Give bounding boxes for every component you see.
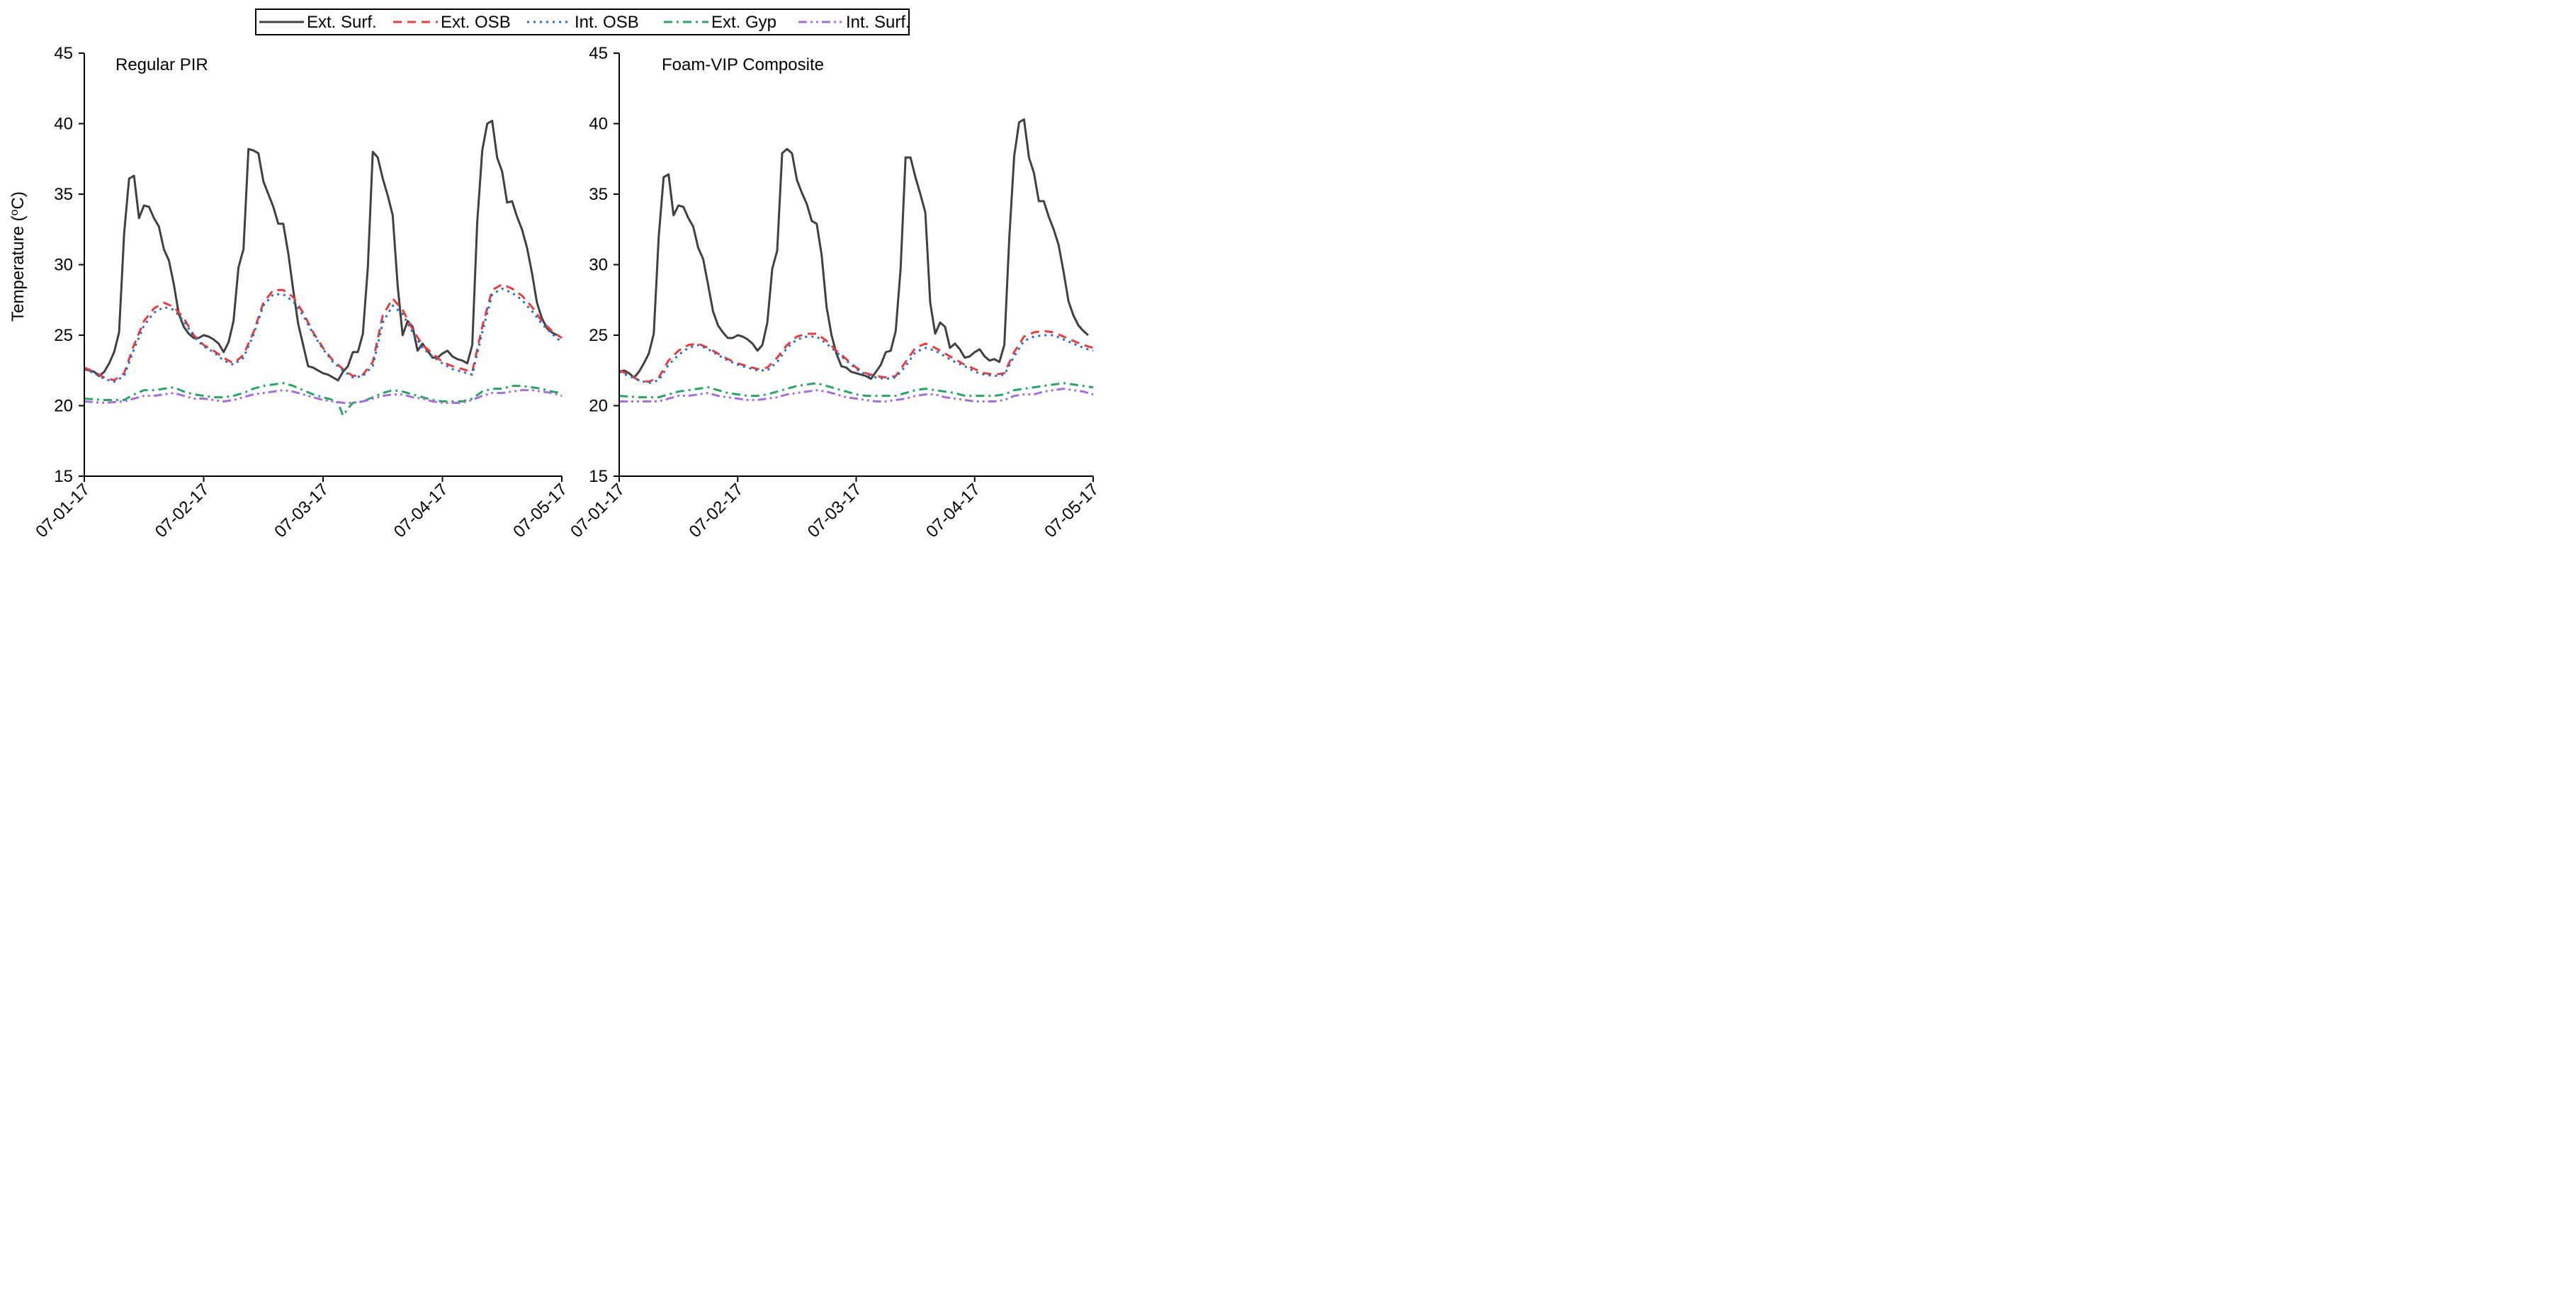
panel-title: Foam-VIP Composite <box>662 55 824 74</box>
series-line-int-osb <box>618 334 1094 385</box>
y-tick-label: 40 <box>589 115 608 134</box>
y-tick-label: 30 <box>54 256 73 275</box>
y-tick-label: 25 <box>54 326 73 345</box>
series-line-int-surf <box>84 389 563 404</box>
y-tick-label: 20 <box>54 397 73 416</box>
chart-background <box>0 0 1111 562</box>
series-line-ext-osb <box>84 283 563 382</box>
legend-label-ext-gyp: Ext. Gyp <box>711 13 776 32</box>
series-line-ext-surf <box>618 118 1089 381</box>
series-line-int-surf <box>619 388 1094 402</box>
legend-label-int-osb: Int. OSB <box>575 13 639 32</box>
y-tick-label: 25 <box>589 326 608 345</box>
y-tick-label: 15 <box>589 467 608 486</box>
legend-label-ext-osb: Ext. OSB <box>441 13 511 32</box>
series-line-int-osb <box>84 287 563 383</box>
chart-figure: Ext. Surf. Ext. OSB Int. OSB Ext. Gyp Int. S… <box>0 0 1111 562</box>
series-group <box>84 120 563 417</box>
series-line-ext-surf <box>84 120 558 382</box>
series-group <box>618 118 1094 402</box>
y-tick-label: 15 <box>54 467 73 486</box>
y-axis-title: Temperature (oC) <box>9 191 28 322</box>
legend-label-int-surf: Int. Surf. <box>846 13 910 32</box>
legend-label-ext-surf: Ext. Surf. <box>307 13 377 32</box>
legend: Ext. Surf. Ext. OSB Int. OSB Ext. Gyp Int. S… <box>255 9 910 35</box>
y-tick-label: 45 <box>589 44 608 63</box>
y-tick-label: 35 <box>589 185 608 204</box>
y-tick-label: 45 <box>54 44 73 63</box>
panel-title: Regular PIR <box>115 55 208 74</box>
y-tick-label: 20 <box>589 397 608 416</box>
y-tick-label: 30 <box>589 256 608 275</box>
y-tick-label: 35 <box>54 185 73 204</box>
series-line-ext-gyp <box>618 382 1094 399</box>
y-tick-label: 40 <box>54 115 73 134</box>
series-line-ext-osb <box>618 330 1094 383</box>
